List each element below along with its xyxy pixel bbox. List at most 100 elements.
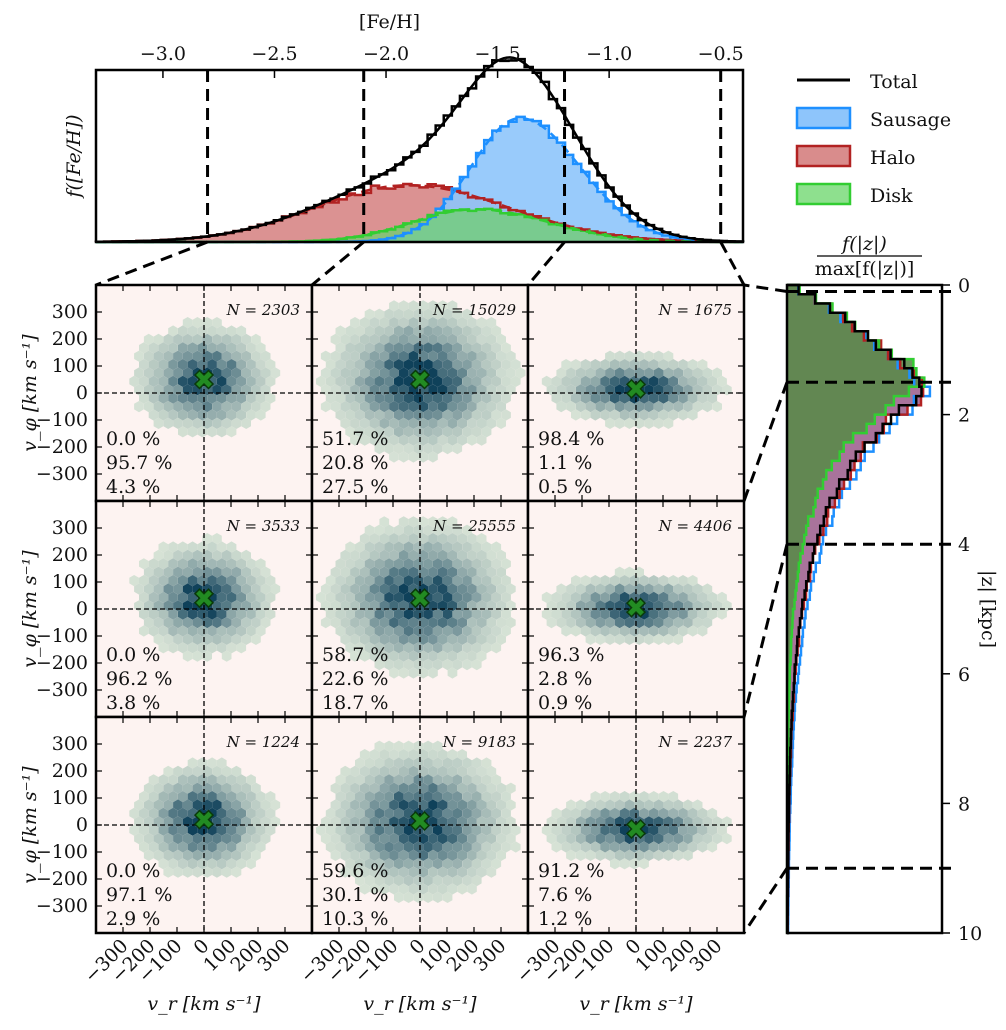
density-hex	[408, 650, 419, 662]
density-hex	[619, 591, 630, 603]
density-hex	[364, 858, 375, 870]
density-hex	[251, 849, 261, 861]
density-hex	[467, 617, 477, 629]
density-hex	[452, 642, 463, 654]
density-hex	[418, 633, 428, 645]
density-hex	[452, 575, 463, 587]
density-hex	[580, 625, 591, 637]
density-hex	[158, 642, 169, 654]
halo-fraction: 97.1 %	[106, 884, 172, 906]
density-hex	[178, 591, 188, 603]
density-hex	[658, 841, 669, 853]
density-hex	[437, 566, 448, 578]
density-hex	[442, 774, 453, 786]
density-hex	[551, 591, 562, 603]
density-hex	[197, 858, 208, 870]
density-hex	[384, 342, 394, 354]
density-hex	[663, 417, 674, 429]
density-hex	[207, 426, 217, 438]
density-hex	[207, 757, 217, 769]
density-hex	[423, 325, 433, 337]
density-hex	[668, 375, 679, 387]
density-hex	[452, 426, 463, 438]
density-hex	[389, 549, 399, 561]
density-hex	[692, 367, 703, 379]
density-hex	[605, 367, 615, 379]
density-hex	[610, 575, 620, 587]
density-hex	[246, 392, 256, 404]
density-hex	[462, 541, 472, 553]
density-hex	[457, 765, 467, 777]
density-hex	[673, 799, 683, 811]
density-hex	[442, 608, 453, 620]
density-hex	[595, 583, 606, 595]
density-hex	[374, 575, 385, 587]
density-hex	[649, 625, 659, 637]
density-hex	[491, 807, 502, 819]
density-hex	[467, 549, 477, 561]
density-hex	[369, 317, 380, 329]
density-hex	[462, 325, 472, 337]
density-hex	[255, 342, 266, 354]
density-hex	[702, 401, 713, 413]
density-hex	[649, 409, 659, 421]
density-hex	[197, 409, 208, 421]
density-hex	[139, 608, 149, 620]
density-hex	[629, 807, 640, 819]
density-hex	[374, 375, 385, 387]
density-hex	[712, 367, 722, 379]
density-hex	[476, 533, 487, 545]
density-hex	[398, 765, 409, 777]
density-hex	[168, 541, 178, 553]
density-hex	[649, 392, 659, 404]
density-hex	[634, 401, 644, 413]
density-hex	[260, 350, 271, 362]
density-hex	[457, 401, 467, 413]
density-hex	[374, 541, 385, 553]
density-hex	[187, 409, 198, 421]
density-hex	[231, 866, 242, 878]
density-hex	[355, 791, 365, 803]
density-hex	[471, 375, 482, 387]
density-hex	[340, 782, 351, 794]
density-hex	[212, 866, 222, 878]
density-hex	[202, 617, 212, 629]
density-hex	[433, 807, 443, 819]
density-hex	[629, 575, 640, 587]
density-hex	[359, 350, 370, 362]
density-hex	[462, 824, 472, 836]
density-hex	[605, 849, 615, 861]
density-hex	[658, 591, 669, 603]
density-hex	[369, 617, 380, 629]
density-hex	[246, 342, 256, 354]
density-hex	[350, 849, 360, 861]
density-hex	[668, 591, 679, 603]
density-hex	[408, 633, 419, 645]
density-hex	[148, 791, 159, 803]
density-hex	[467, 434, 477, 446]
density-hex	[335, 807, 346, 819]
density-hex	[649, 591, 659, 603]
density-hex	[384, 858, 394, 870]
density-hex	[447, 367, 458, 379]
density-hex	[134, 367, 144, 379]
density-hex	[418, 333, 428, 345]
density-hex	[335, 558, 346, 570]
density-hex	[506, 350, 516, 362]
density-hex	[619, 841, 630, 853]
density-hex	[408, 799, 419, 811]
density-hex	[653, 583, 664, 595]
density-hex	[496, 617, 506, 629]
density-hex	[413, 757, 424, 769]
density-hex	[433, 591, 443, 603]
density-hex	[418, 833, 428, 845]
density-hex	[369, 434, 380, 446]
density-hex	[408, 833, 419, 845]
density-hex	[345, 774, 355, 786]
density-hex	[369, 633, 380, 645]
density-hex	[467, 333, 477, 345]
density-hex	[580, 392, 591, 404]
density-hex	[486, 333, 497, 345]
density-hex	[575, 401, 586, 413]
density-hex	[510, 375, 521, 387]
